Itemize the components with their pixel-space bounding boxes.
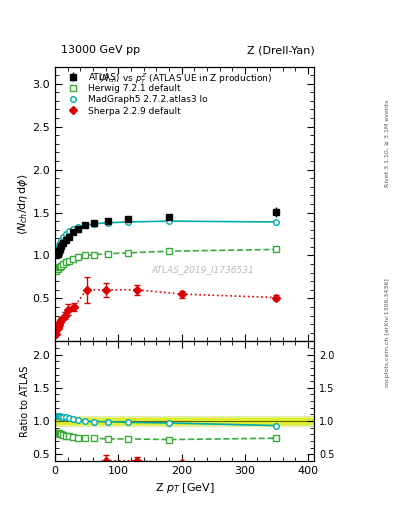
MadGraph5 2.7.2.atlas3 lo [92, 221, 97, 227]
Line: Sherpa 2.2.9 default: Sherpa 2.2.9 default [53, 287, 279, 336]
Line: Herwig 7.2.1 default: Herwig 7.2.1 default [53, 247, 279, 274]
Sherpa 2.2.9 default [54, 331, 59, 337]
Herwig 7.2.1 default [167, 248, 171, 254]
Herwig 7.2.1 default [125, 250, 130, 256]
Herwig 7.2.1 default [57, 264, 61, 270]
MadGraph5 2.7.2.atlas3 lo [125, 219, 130, 225]
MadGraph5 2.7.2.atlas3 lo [66, 228, 71, 234]
Text: mcplots.cern.ch [arXiv:1306.3436]: mcplots.cern.ch [arXiv:1306.3436] [385, 279, 389, 387]
Sherpa 2.2.9 default [84, 287, 89, 293]
Bar [55, 418, 314, 424]
Herwig 7.2.1 default [55, 266, 60, 272]
Herwig 7.2.1 default [59, 263, 64, 269]
MadGraph5 2.7.2.atlas3 lo [75, 224, 80, 230]
Herwig 7.2.1 default [105, 251, 110, 257]
Text: ATLAS_2019_I1736531: ATLAS_2019_I1736531 [151, 265, 254, 274]
Y-axis label: $\langle N_{ch}/\mathrm{d}\eta\,\mathrm{d}\phi\rangle$: $\langle N_{ch}/\mathrm{d}\eta\,\mathrm{… [16, 173, 29, 234]
MadGraph5 2.7.2.atlas3 lo [167, 218, 171, 224]
Text: Rivet 3.1.10, ≥ 3.1M events: Rivet 3.1.10, ≥ 3.1M events [385, 100, 389, 187]
Sherpa 2.2.9 default [135, 287, 140, 293]
MadGraph5 2.7.2.atlas3 lo [83, 222, 87, 228]
Sherpa 2.2.9 default [59, 317, 64, 323]
MadGraph5 2.7.2.atlas3 lo [105, 220, 110, 226]
MadGraph5 2.7.2.atlas3 lo [59, 237, 64, 243]
Herwig 7.2.1 default [66, 258, 71, 264]
Herwig 7.2.1 default [61, 261, 66, 267]
Herwig 7.2.1 default [92, 251, 97, 258]
Y-axis label: Ratio to ATLAS: Ratio to ATLAS [20, 366, 29, 437]
MadGraph5 2.7.2.atlas3 lo [58, 240, 62, 246]
MadGraph5 2.7.2.atlas3 lo [63, 231, 68, 237]
Line: MadGraph5 2.7.2.atlas3 lo: MadGraph5 2.7.2.atlas3 lo [53, 218, 279, 252]
Bar [55, 416, 314, 426]
MadGraph5 2.7.2.atlas3 lo [61, 234, 66, 241]
Sherpa 2.2.9 default [62, 312, 67, 318]
Sherpa 2.2.9 default [58, 319, 62, 326]
Sherpa 2.2.9 default [179, 291, 184, 297]
Herwig 7.2.1 default [83, 252, 87, 259]
Text: 13000 GeV pp: 13000 GeV pp [61, 45, 140, 55]
Sherpa 2.2.9 default [65, 307, 70, 313]
Herwig 7.2.1 default [75, 254, 80, 260]
Sherpa 2.2.9 default [72, 304, 76, 310]
X-axis label: Z $p_T$ [GeV]: Z $p_T$ [GeV] [155, 481, 215, 495]
Sherpa 2.2.9 default [103, 287, 108, 293]
Sherpa 2.2.9 default [57, 322, 61, 328]
MadGraph5 2.7.2.atlas3 lo [274, 219, 279, 225]
Sherpa 2.2.9 default [55, 326, 60, 332]
MadGraph5 2.7.2.atlas3 lo [55, 245, 60, 251]
MadGraph5 2.7.2.atlas3 lo [70, 226, 75, 232]
MadGraph5 2.7.2.atlas3 lo [57, 242, 61, 248]
Text: Z (Drell-Yan): Z (Drell-Yan) [247, 45, 314, 55]
Text: $\langle N_{ch}\rangle$ vs $p_T^Z$ (ATLAS UE in Z production): $\langle N_{ch}\rangle$ vs $p_T^Z$ (ATLA… [97, 71, 272, 86]
Legend: ATLAS, Herwig 7.2.1 default, MadGraph5 2.7.2.atlas3 lo, Sherpa 2.2.9 default: ATLAS, Herwig 7.2.1 default, MadGraph5 2… [59, 71, 210, 117]
MadGraph5 2.7.2.atlas3 lo [54, 246, 59, 252]
Herwig 7.2.1 default [274, 246, 279, 252]
Herwig 7.2.1 default [54, 268, 59, 274]
Herwig 7.2.1 default [58, 264, 62, 270]
Herwig 7.2.1 default [63, 259, 68, 265]
Sherpa 2.2.9 default [274, 294, 279, 301]
Herwig 7.2.1 default [70, 256, 75, 262]
